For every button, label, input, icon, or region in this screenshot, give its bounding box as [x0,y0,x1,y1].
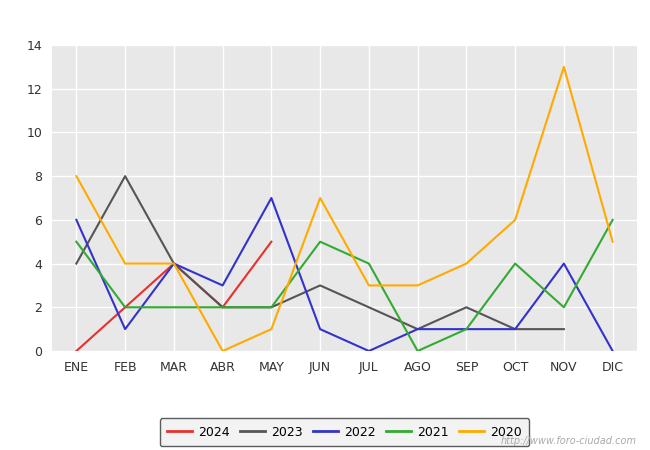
Legend: 2024, 2023, 2022, 2021, 2020: 2024, 2023, 2022, 2021, 2020 [160,418,529,446]
Text: http://www.foro-ciudad.com: http://www.foro-ciudad.com [501,436,637,446]
Text: Matriculaciones de Vehiculos en Orgaz: Matriculaciones de Vehiculos en Orgaz [165,8,485,26]
